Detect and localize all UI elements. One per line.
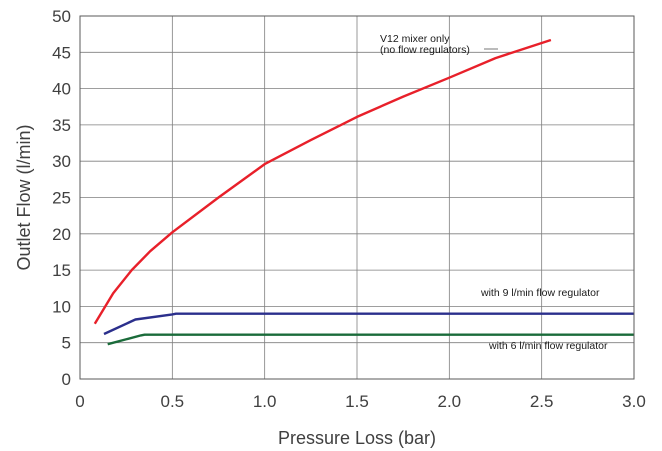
series-line-6-lmin-regulator <box>107 333 634 346</box>
y-tick-label: 15 <box>52 261 71 280</box>
y-tick-label: 50 <box>52 7 71 26</box>
y-tick-label: 0 <box>62 370 71 389</box>
series-layer <box>93 38 634 346</box>
annotation-v12-mixer-only: V12 mixer only <box>380 33 450 45</box>
annotation-6-lmin-regulator: with 6 l/min flow regulator <box>488 340 608 352</box>
x-tick-label: 0.5 <box>161 392 185 411</box>
x-tick-label: 2.0 <box>438 392 462 411</box>
y-tick-label: 5 <box>62 334 71 353</box>
series-line-9-lmin-regulator <box>103 312 634 336</box>
series-line-v12-mixer <box>93 38 552 325</box>
y-tick-label: 20 <box>52 225 71 244</box>
annotation-9-lmin-regulator: with 9 l/min flow regulator <box>480 287 600 299</box>
y-tick-label: 10 <box>52 297 71 316</box>
y-tick-label: 30 <box>52 152 71 171</box>
plot-frame <box>79 15 635 380</box>
grid <box>79 15 635 380</box>
y-tick-label: 25 <box>52 189 71 208</box>
x-tick-label: 1.5 <box>345 392 369 411</box>
annotation-no-flow-regulators: (no flow regulators) <box>380 44 470 56</box>
x-tick-label: 1.0 <box>253 392 277 411</box>
y-tick-label: 45 <box>52 43 71 62</box>
x-tick-label: 3.0 <box>622 392 646 411</box>
y-tick-label: 35 <box>52 116 71 135</box>
x-axis-title: Pressure Loss (bar) <box>278 428 436 448</box>
y-axis-ticks: 0 5 10 15 20 25 30 35 40 45 50 <box>52 7 71 389</box>
y-tick-label: 40 <box>52 80 71 99</box>
x-tick-label: 0 <box>75 392 84 411</box>
y-axis-title: Outlet Flow (l/min) <box>14 124 34 270</box>
x-tick-label: 2.5 <box>530 392 554 411</box>
x-axis-ticks: 0 0.5 1.0 1.5 2.0 2.5 3.0 <box>75 392 646 411</box>
